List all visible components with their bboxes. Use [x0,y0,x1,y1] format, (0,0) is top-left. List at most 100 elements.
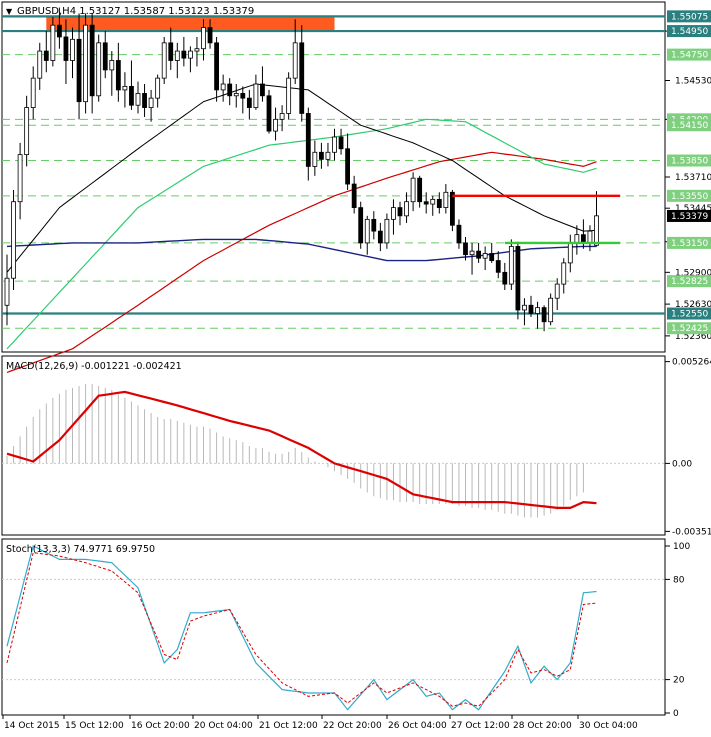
candle-body [554,283,560,299]
candle-body [89,24,95,97]
candle [96,34,102,102]
candle [377,222,383,252]
candle [384,213,390,249]
candle-body [594,215,599,246]
candle-body [122,85,128,91]
candle [482,246,488,270]
macd-title: MACD(12,26,9) -0.001221 -0.002421 [6,361,182,372]
candle-body [397,207,403,217]
candle-body [456,224,462,244]
level-badge-label: 1.54950 [671,27,708,37]
candle [24,95,30,167]
candle-body [469,250,475,256]
header-arrow-icon[interactable]: ▼ [6,7,13,16]
candle-body [181,50,187,59]
level-badge-label: 1.52550 [671,310,708,320]
time-axis-label: 14 Oct 2015 [4,721,60,731]
candle-body [266,95,272,132]
candle [135,81,141,114]
candle-body [227,83,233,97]
candle-body [436,198,442,208]
candle-body [443,191,449,208]
candle [312,140,318,176]
candle [561,258,567,294]
candle [541,305,547,332]
candle [17,142,23,220]
price-layer [2,7,665,373]
candle [305,107,311,181]
macd-panel-frame [1,355,666,536]
candle [502,262,508,290]
candle [187,46,193,73]
candle [57,7,62,49]
candle [279,105,285,132]
level-badge [667,154,711,167]
candle-body [148,97,154,108]
candle [50,16,56,67]
candle-body [305,113,311,167]
time-axis-label: 26 Oct 04:00 [388,721,447,731]
candle-body [404,201,409,217]
candle [325,142,331,167]
candle-body [371,218,377,232]
candle-body [567,242,573,264]
candle-body [417,177,423,203]
candle [476,242,482,263]
candle-body [70,38,75,61]
candle [63,19,69,85]
candle [4,254,10,326]
candle-body [292,42,298,79]
candle [528,295,534,318]
candle [535,301,540,329]
candle [351,175,357,214]
candle-body [522,304,527,311]
price-axis-label: 1.54530 [675,76,711,86]
supply-zone [46,16,335,32]
candle-body [233,93,239,97]
level-badge-label: 1.53550 [671,192,708,202]
candle-body [423,201,429,205]
candle-body [253,83,259,108]
stoch-layer [2,545,665,711]
candle-body [482,253,488,259]
candle-body [338,136,344,150]
candle [246,89,252,120]
symbol-header: GBPUSD,H4 1.53127 1.53587 1.53123 1.5337… [17,6,254,17]
candle [214,36,220,102]
current-price-label: 1.53379 [671,212,708,222]
candle [115,42,121,102]
macd-axis-label: 0.005264 [672,358,711,368]
candle [240,86,246,114]
candle-body [168,42,174,61]
candle-body [63,36,69,61]
candle-body [430,198,436,205]
candle-body [495,260,501,273]
candle-body [345,148,351,185]
candle [463,237,468,261]
level-badge-label: 1.52825 [671,277,708,287]
time-axis-label: 22 Oct 20:00 [323,721,382,731]
candle [371,211,377,240]
candle-body [220,83,226,91]
candle-body [351,183,357,208]
candle [456,219,462,249]
candle [129,60,134,110]
candle [181,36,187,67]
candle-body [43,50,49,61]
candle-body [96,42,102,97]
candle-body [83,24,88,103]
candle [233,84,239,108]
candle [345,133,351,190]
candle [594,191,599,247]
candle-body [286,77,292,114]
candle [410,172,416,212]
candle [201,19,206,61]
candle-body [246,97,252,108]
time-axis-label: 15 Oct 12:00 [65,721,124,731]
level-badge-label: 1.54150 [671,121,708,131]
candle-body [17,154,23,203]
candle [266,89,272,134]
candle-body [561,262,567,285]
